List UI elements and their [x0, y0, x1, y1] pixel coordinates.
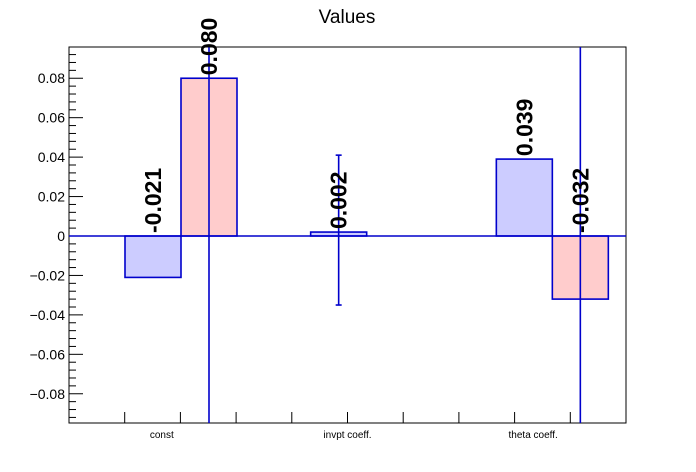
x-axis: const invpt coeff. theta coeff. — [124, 412, 571, 441]
y-tick-label: −0.08 — [30, 386, 66, 402]
y-tick-label: 0.04 — [38, 149, 65, 165]
y-tick-label: 0.02 — [38, 189, 65, 205]
bar — [495, 158, 554, 237]
y-tick-label: 0.06 — [38, 110, 65, 126]
bar — [124, 235, 182, 279]
data-label: 0.080 — [196, 18, 222, 76]
x-category-label: invpt coeff. — [323, 430, 371, 441]
x-category-label: theta coeff. — [509, 430, 558, 441]
y-tick-label: 0.08 — [38, 70, 65, 86]
data-label: -0.021 — [140, 168, 166, 233]
error-bars — [208, 47, 582, 423]
data-label: 0.002 — [326, 171, 352, 229]
data-label: -0.032 — [567, 168, 593, 233]
data-labels: -0.021 0.080 0.002 0.039 -0.032 — [140, 18, 593, 233]
x-category-label: const — [150, 430, 174, 441]
y-tick-label: −0.06 — [30, 346, 66, 362]
chart-title: Values — [319, 7, 376, 28]
data-label: 0.039 — [511, 99, 537, 157]
y-tick-label: 0 — [57, 228, 65, 244]
y-tick-label: −0.04 — [30, 307, 66, 323]
y-tick-label: −0.02 — [30, 267, 66, 283]
